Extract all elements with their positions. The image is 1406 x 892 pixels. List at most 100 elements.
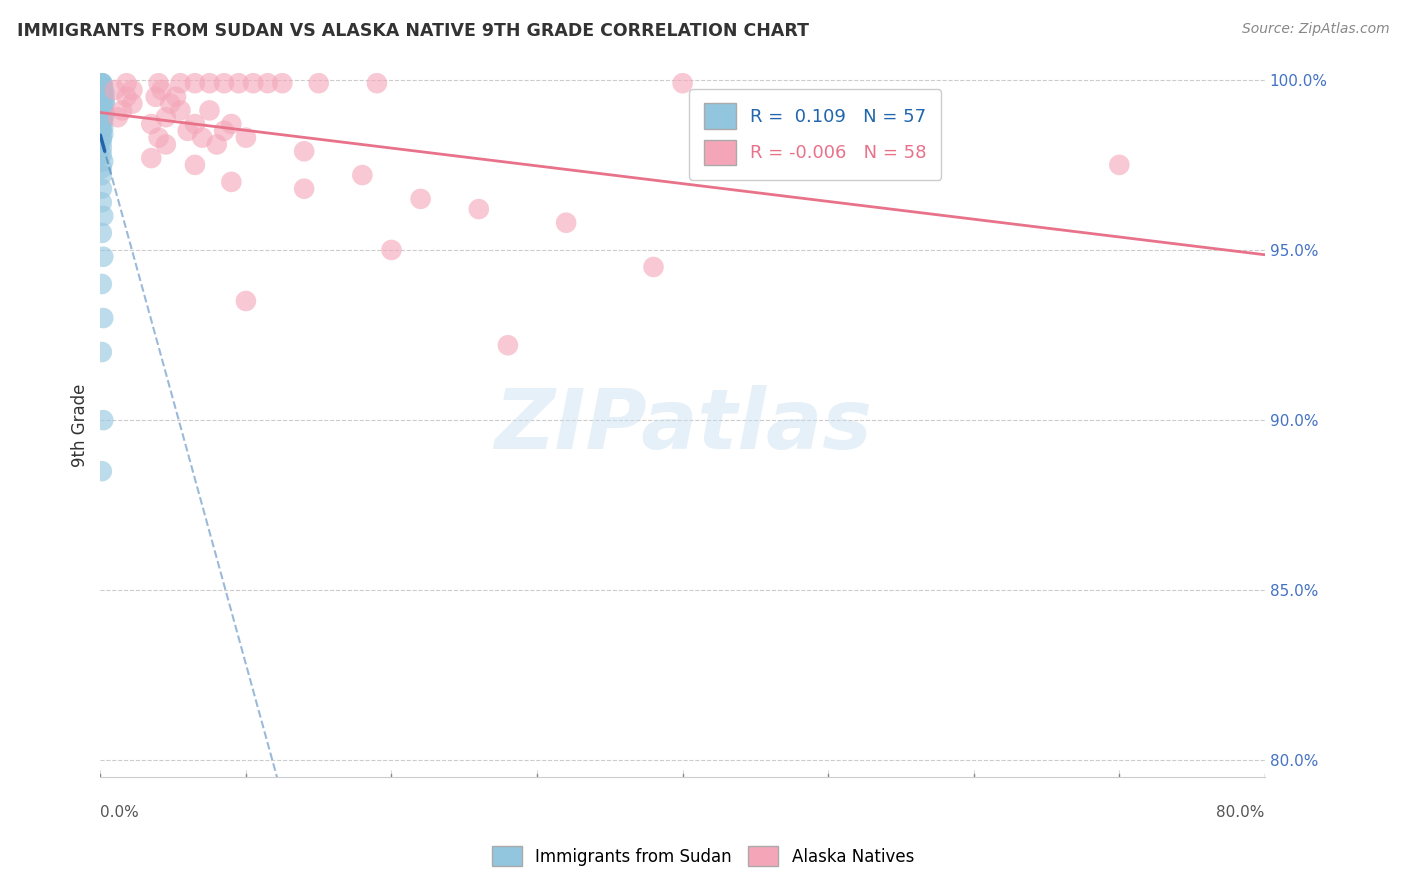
Point <box>155 137 177 152</box>
Point <box>90 90 112 104</box>
Point <box>90 93 112 107</box>
Point <box>169 103 191 118</box>
Point <box>176 124 198 138</box>
Point <box>643 260 665 274</box>
Point <box>90 277 112 291</box>
Point <box>242 76 264 90</box>
Point <box>90 168 112 182</box>
Point <box>115 76 138 90</box>
Point <box>352 168 374 182</box>
Point <box>90 124 112 138</box>
Point <box>198 76 221 90</box>
Point <box>141 117 163 131</box>
Point <box>115 90 138 104</box>
Point <box>235 130 257 145</box>
Point <box>148 130 170 145</box>
Point <box>90 110 112 124</box>
Legend: Immigrants from Sudan, Alaska Natives: Immigrants from Sudan, Alaska Natives <box>485 839 921 873</box>
Text: IMMIGRANTS FROM SUDAN VS ALASKA NATIVE 9TH GRADE CORRELATION CHART: IMMIGRANTS FROM SUDAN VS ALASKA NATIVE 9… <box>17 22 808 40</box>
Point <box>292 145 315 159</box>
Point <box>91 413 114 427</box>
Point <box>90 147 112 161</box>
Point <box>221 175 243 189</box>
Point <box>148 76 170 90</box>
Point <box>366 76 388 90</box>
Point <box>91 113 114 128</box>
Point <box>91 100 114 114</box>
Point <box>212 124 235 138</box>
Point <box>205 137 228 152</box>
Point <box>90 107 112 121</box>
Point <box>159 96 181 111</box>
Point <box>104 83 127 97</box>
Point <box>90 96 112 111</box>
Legend: R =  0.109   N = 57, R = -0.006   N = 58: R = 0.109 N = 57, R = -0.006 N = 58 <box>689 89 942 180</box>
Text: ZIPatlas: ZIPatlas <box>494 384 872 466</box>
Point <box>91 250 114 264</box>
Text: 0.0%: 0.0% <box>100 805 139 820</box>
Point <box>90 100 112 114</box>
Point <box>91 87 114 101</box>
Point <box>121 96 143 111</box>
Point <box>91 110 114 124</box>
Point <box>212 76 235 90</box>
Point <box>91 90 114 104</box>
Point <box>91 76 114 90</box>
Point <box>91 83 114 97</box>
Text: Source: ZipAtlas.com: Source: ZipAtlas.com <box>1241 22 1389 37</box>
Point <box>228 76 250 90</box>
Point <box>90 141 112 155</box>
Point <box>141 151 163 165</box>
Point <box>235 293 257 308</box>
Point <box>1108 158 1130 172</box>
Point <box>468 202 491 216</box>
Point <box>380 243 402 257</box>
Y-axis label: 9th Grade: 9th Grade <box>72 384 89 467</box>
Point <box>91 103 114 118</box>
Point <box>90 79 112 94</box>
Point <box>121 83 143 97</box>
Point <box>90 76 112 90</box>
Point <box>409 192 432 206</box>
Point <box>292 182 315 196</box>
Point <box>91 311 114 326</box>
Point <box>90 76 112 90</box>
Point <box>496 338 519 352</box>
Point <box>90 83 112 97</box>
Point <box>93 93 115 107</box>
Point <box>90 345 112 359</box>
Point <box>90 130 112 145</box>
Point <box>91 120 114 135</box>
Point <box>90 79 112 94</box>
Point <box>91 209 114 223</box>
Point <box>90 83 112 97</box>
Point <box>91 154 114 169</box>
Point <box>90 87 112 101</box>
Point <box>90 464 112 478</box>
Text: 80.0%: 80.0% <box>1216 805 1265 820</box>
Point <box>90 93 112 107</box>
Point <box>91 93 114 107</box>
Point <box>90 195 112 210</box>
Point <box>90 79 112 94</box>
Point <box>90 96 112 111</box>
Point <box>169 76 191 90</box>
Point <box>184 158 207 172</box>
Point <box>90 87 112 101</box>
Point <box>90 100 112 114</box>
Point <box>150 83 173 97</box>
Point <box>191 130 214 145</box>
Point <box>256 76 278 90</box>
Point <box>91 127 114 141</box>
Point <box>671 76 693 90</box>
Point <box>90 182 112 196</box>
Point <box>90 76 112 90</box>
Point <box>111 103 134 118</box>
Point <box>700 145 723 159</box>
Point <box>90 117 112 131</box>
Point <box>155 110 177 124</box>
Point <box>93 87 115 101</box>
Point <box>90 134 112 148</box>
Point <box>165 90 187 104</box>
Point <box>90 226 112 240</box>
